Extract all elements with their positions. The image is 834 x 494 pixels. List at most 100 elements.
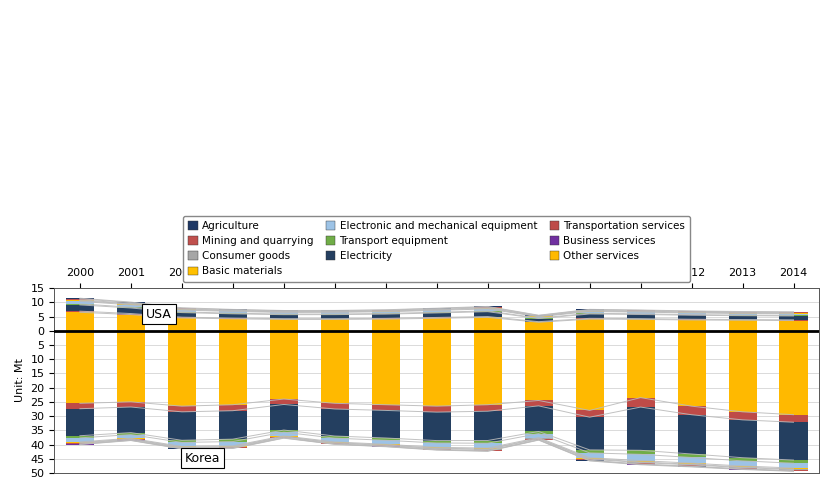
Bar <box>117 435 145 438</box>
Bar <box>168 313 196 317</box>
Bar <box>423 310 450 312</box>
Bar <box>780 315 807 316</box>
Bar <box>372 318 399 319</box>
Bar <box>219 447 247 448</box>
Bar <box>117 303 145 304</box>
Bar <box>575 318 604 319</box>
Bar <box>117 331 145 402</box>
Bar <box>321 438 349 442</box>
Bar <box>729 468 756 469</box>
Bar <box>525 317 553 318</box>
Bar <box>474 312 502 317</box>
Bar <box>372 311 399 312</box>
Bar <box>575 417 604 450</box>
Bar <box>269 437 298 438</box>
Bar <box>575 314 604 318</box>
Bar <box>677 465 706 466</box>
Bar <box>117 305 145 307</box>
Bar <box>474 318 502 331</box>
Bar <box>626 315 655 319</box>
Bar <box>780 414 807 422</box>
Bar <box>372 440 399 444</box>
Bar <box>321 312 349 314</box>
Bar <box>729 314 756 315</box>
Bar <box>321 442 349 443</box>
Bar <box>219 405 247 411</box>
Bar <box>66 301 94 304</box>
Bar <box>423 331 450 406</box>
Bar <box>575 313 604 314</box>
Bar <box>423 449 450 450</box>
Bar <box>626 314 655 315</box>
Bar <box>219 318 247 319</box>
Bar <box>423 313 450 318</box>
Bar <box>321 314 349 315</box>
Bar <box>626 462 655 464</box>
Bar <box>474 317 502 318</box>
Bar <box>66 312 94 331</box>
Bar <box>780 463 807 468</box>
Bar <box>372 314 399 318</box>
Bar <box>575 411 604 417</box>
Legend: Agriculture, Mining and quarrying, Consumer goods, Basic materials, Electronic a: Agriculture, Mining and quarrying, Consu… <box>183 216 691 282</box>
Bar <box>575 331 604 411</box>
Bar <box>117 308 145 314</box>
Bar <box>219 439 247 442</box>
Bar <box>423 406 450 412</box>
Bar <box>321 331 349 403</box>
Bar <box>474 311 502 312</box>
Bar <box>168 312 196 313</box>
Bar <box>269 436 298 437</box>
Bar <box>474 448 502 449</box>
Bar <box>117 433 145 435</box>
Bar <box>780 468 807 469</box>
Bar <box>219 311 247 312</box>
Bar <box>474 308 502 309</box>
Bar <box>219 314 247 318</box>
Bar <box>780 313 807 314</box>
Bar <box>168 406 196 412</box>
Bar <box>168 309 196 310</box>
Bar <box>168 331 196 406</box>
Bar <box>372 405 399 411</box>
Bar <box>423 443 450 447</box>
Bar <box>677 406 706 415</box>
Bar <box>219 411 247 439</box>
Bar <box>168 448 196 449</box>
Bar <box>575 458 604 459</box>
Bar <box>729 461 756 466</box>
Bar <box>321 319 349 320</box>
Bar <box>168 308 196 309</box>
Bar <box>168 310 196 312</box>
Bar <box>780 460 807 463</box>
Bar <box>321 315 349 319</box>
Bar <box>780 469 807 470</box>
Bar <box>219 446 247 447</box>
Bar <box>423 312 450 313</box>
Bar <box>269 331 298 399</box>
Bar <box>269 320 298 331</box>
Bar <box>525 322 553 331</box>
Bar <box>269 432 298 436</box>
Bar <box>474 450 502 451</box>
Bar <box>269 314 298 315</box>
Bar <box>525 434 553 438</box>
Bar <box>219 319 247 331</box>
Bar <box>321 403 349 409</box>
Bar <box>269 399 298 405</box>
Bar <box>575 450 604 453</box>
Bar <box>117 307 145 308</box>
Bar <box>66 438 94 442</box>
Bar <box>626 407 655 451</box>
Bar <box>219 331 247 405</box>
Bar <box>372 331 399 405</box>
Bar <box>168 318 196 331</box>
Bar <box>677 315 706 319</box>
Bar <box>780 320 807 321</box>
Bar <box>66 436 94 438</box>
Bar <box>423 447 450 448</box>
Bar <box>626 460 655 462</box>
Bar <box>677 454 706 457</box>
Bar <box>626 320 655 331</box>
Bar <box>423 412 450 441</box>
